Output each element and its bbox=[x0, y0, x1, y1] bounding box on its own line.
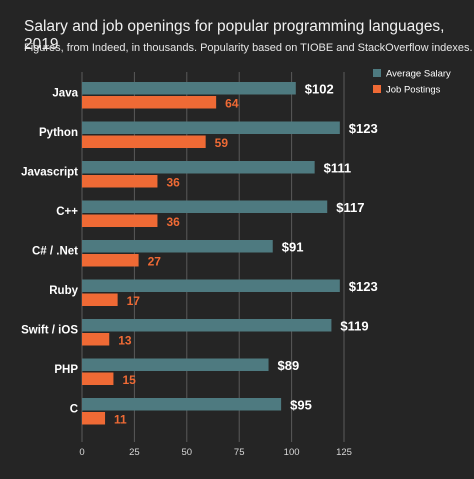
data-labels: $102 64 $123 59 $111 36 $117 36 $91 27 $123 17 $119 1… bbox=[114, 82, 378, 427]
salary-bar bbox=[82, 398, 282, 411]
category-label: Javascript bbox=[21, 167, 78, 179]
salary-data-label: $102 bbox=[305, 82, 334, 97]
salary-bar bbox=[82, 358, 269, 371]
salary-bar bbox=[82, 121, 340, 134]
job-postings-bar bbox=[82, 254, 139, 267]
job-postings-bar bbox=[82, 175, 158, 188]
x-tick-label: 50 bbox=[182, 447, 193, 458]
x-axis-ticks: 0 25 50 75 100 125 bbox=[79, 447, 352, 458]
salary-bar bbox=[82, 240, 273, 253]
job-postings-bar bbox=[82, 135, 206, 148]
category-labels: Java Python Javascript C++ C# / .Net Ruby Swif… bbox=[21, 88, 79, 416]
salary-data-label: $95 bbox=[290, 398, 312, 413]
category-label: PHP bbox=[54, 364, 78, 376]
salary-bar bbox=[82, 82, 296, 95]
category-label: C# / .Net bbox=[32, 246, 78, 258]
job-postings-bar bbox=[82, 214, 158, 227]
x-tick-label: 100 bbox=[284, 447, 300, 458]
category-label: C++ bbox=[56, 206, 78, 218]
job-postings-bar bbox=[82, 293, 118, 306]
x-tick-label: 125 bbox=[336, 447, 352, 458]
salary-data-label: $123 bbox=[349, 279, 378, 294]
job-postings-data-label: 59 bbox=[215, 136, 229, 150]
legend-swatch bbox=[373, 85, 381, 93]
category-label: Java bbox=[52, 88, 78, 100]
salary-data-label: $119 bbox=[340, 319, 368, 334]
salary-data-label: $89 bbox=[278, 358, 300, 373]
legend-label: Job Postings bbox=[386, 85, 441, 96]
category-label: C bbox=[70, 404, 78, 416]
salary-data-label: $117 bbox=[336, 200, 364, 215]
job-postings-bar bbox=[82, 96, 217, 109]
job-postings-data-label: 15 bbox=[122, 373, 136, 387]
x-tick-label: 75 bbox=[234, 447, 245, 458]
job-postings-data-label: 13 bbox=[118, 334, 132, 348]
job-postings-bar bbox=[82, 412, 106, 425]
legend-swatch bbox=[373, 69, 381, 77]
job-postings-data-label: 36 bbox=[166, 215, 180, 229]
category-label: Ruby bbox=[49, 285, 78, 297]
salary-bar bbox=[82, 161, 315, 174]
chart-subtitle: Figures, from Indeed, in thousands. Popu… bbox=[24, 42, 473, 54]
x-tick-label: 0 bbox=[79, 447, 84, 458]
salary-bar bbox=[82, 200, 328, 213]
salary-bar bbox=[82, 279, 340, 292]
job-postings-data-label: 17 bbox=[127, 294, 141, 308]
salary-data-label: $123 bbox=[349, 121, 378, 136]
job-postings-data-label: 27 bbox=[148, 255, 162, 269]
job-postings-data-label: 36 bbox=[166, 176, 180, 190]
job-postings-bar bbox=[82, 372, 114, 385]
x-tick-label: 25 bbox=[129, 447, 140, 458]
job-postings-bar bbox=[82, 333, 110, 346]
salary-bar bbox=[82, 319, 332, 332]
bars bbox=[82, 82, 340, 425]
category-label: Python bbox=[39, 127, 78, 139]
category-label: Swift / iOS bbox=[21, 325, 78, 337]
legend-label: Average Salary bbox=[386, 69, 451, 80]
salary-data-label: $91 bbox=[282, 240, 304, 255]
salary-data-label: $111 bbox=[324, 161, 352, 176]
job-postings-data-label: 64 bbox=[225, 97, 239, 111]
chart-title: Salary and job openings for popular prog… bbox=[24, 18, 445, 53]
legend: Average Salary Job Postings bbox=[373, 69, 451, 96]
job-postings-data-label: 11 bbox=[114, 413, 127, 427]
